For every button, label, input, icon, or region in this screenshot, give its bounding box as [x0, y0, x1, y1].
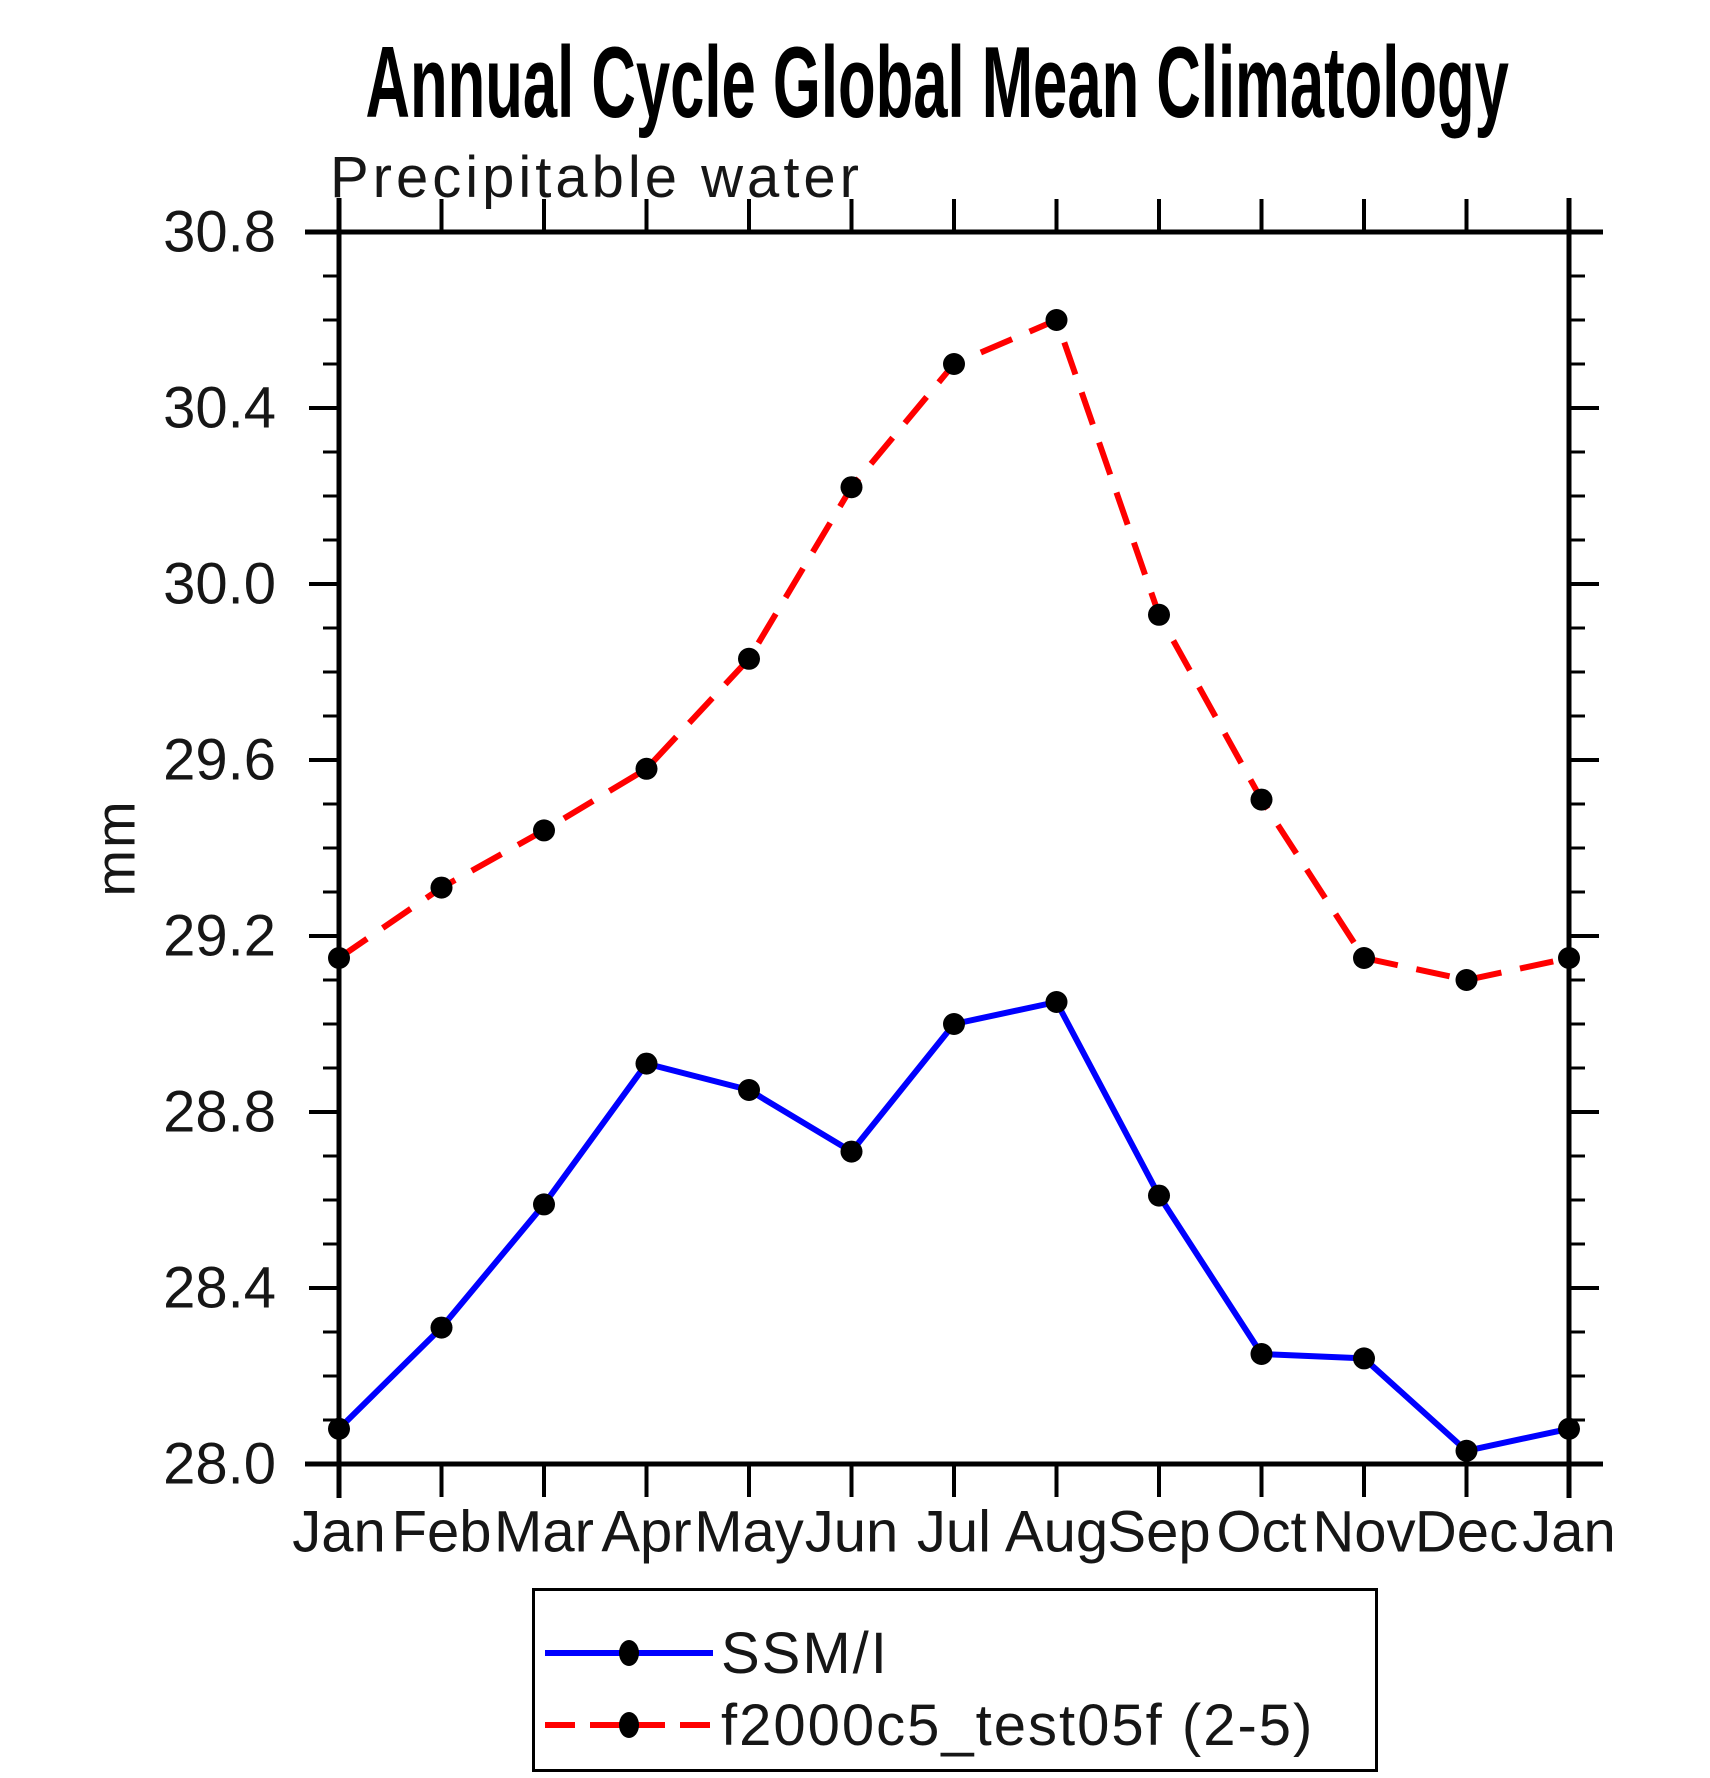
legend-swatch-solid-line-marker-icon: [545, 1640, 713, 1666]
y-tick-label: 30.4: [163, 376, 276, 441]
y-tick-label: 28.0: [163, 1432, 276, 1497]
x-tick-label: Jul: [917, 1500, 991, 1565]
data-point-marker: [738, 647, 760, 670]
data-point-marker: [1455, 1439, 1478, 1462]
data-point-marker: [1045, 309, 1068, 331]
x-tick-label: Jan: [1522, 1500, 1616, 1565]
data-point-marker: [1353, 947, 1375, 969]
legend-swatch-dashed-line-marker-icon: [545, 1712, 713, 1738]
y-tick-label: 28.4: [163, 1256, 276, 1321]
x-tick-label: May: [694, 1500, 804, 1565]
axis-subtitle: Precipitable water: [330, 145, 863, 210]
data-point-marker: [1455, 969, 1478, 991]
x-tick-label: Sep: [1107, 1500, 1210, 1565]
data-point-marker: [840, 476, 863, 499]
data-point-marker: [430, 876, 453, 899]
data-point-marker: [1148, 1184, 1170, 1207]
y-tick-label: 28.8: [163, 1080, 276, 1145]
legend-label-ssmi: SSM/I: [721, 1620, 889, 1686]
y-tick-label: 29.6: [163, 728, 276, 793]
data-point-marker: [943, 1013, 965, 1035]
data-point-marker: [635, 757, 658, 780]
legend: SSM/I f2000c5_test05f (2-5): [532, 1588, 1378, 1772]
data-point-marker: [943, 353, 965, 375]
data-point-marker: [840, 1140, 863, 1163]
legend-label-f2000c5: f2000c5_test05f (2-5): [721, 1692, 1315, 1758]
data-point-marker: [738, 1079, 760, 1101]
x-tick-label: Jun: [805, 1500, 899, 1565]
data-point-marker: [328, 1417, 350, 1440]
data-point-marker: [1558, 1417, 1580, 1440]
y-tick-label: 29.2: [163, 904, 276, 969]
data-point-marker: [1250, 1343, 1273, 1365]
x-tick-label: Dec: [1415, 1500, 1518, 1565]
data-point-marker: [1250, 788, 1273, 811]
legend-item-f2000c5: f2000c5_test05f (2-5): [543, 1693, 1314, 1758]
data-point-marker: [635, 1052, 658, 1075]
data-point-marker: [533, 1193, 555, 1216]
chart-title: Annual Cycle Global Mean Climatology: [0, 26, 1710, 141]
x-tick-label: Nov: [1312, 1500, 1415, 1565]
x-tick-label: Apr: [601, 1500, 691, 1565]
series-line-1: [337, 317, 1570, 983]
x-tick-label: Aug: [1005, 1500, 1108, 1565]
data-point-marker: [1558, 947, 1580, 969]
x-tick-label: Mar: [494, 1500, 594, 1565]
legend-item-ssmi: SSM/I: [543, 1621, 889, 1686]
data-point-marker: [430, 1316, 453, 1339]
y-tick-label: 30.0: [163, 552, 276, 617]
x-tick-label: Oct: [1216, 1500, 1306, 1565]
data-point-marker: [1353, 1347, 1375, 1370]
chart-title-text: Annual Cycle Global Mean Climatology: [365, 27, 1509, 139]
data-point-marker: [533, 819, 555, 842]
x-tick-label: Jan: [292, 1500, 386, 1565]
data-point-marker: [1045, 991, 1068, 1013]
data-point-marker: [1148, 603, 1170, 626]
x-tick-label: Feb: [392, 1500, 492, 1565]
data-point-marker: [328, 947, 350, 969]
y-tick-label: 30.8: [163, 200, 276, 265]
series-line-0: [336, 999, 1570, 1454]
